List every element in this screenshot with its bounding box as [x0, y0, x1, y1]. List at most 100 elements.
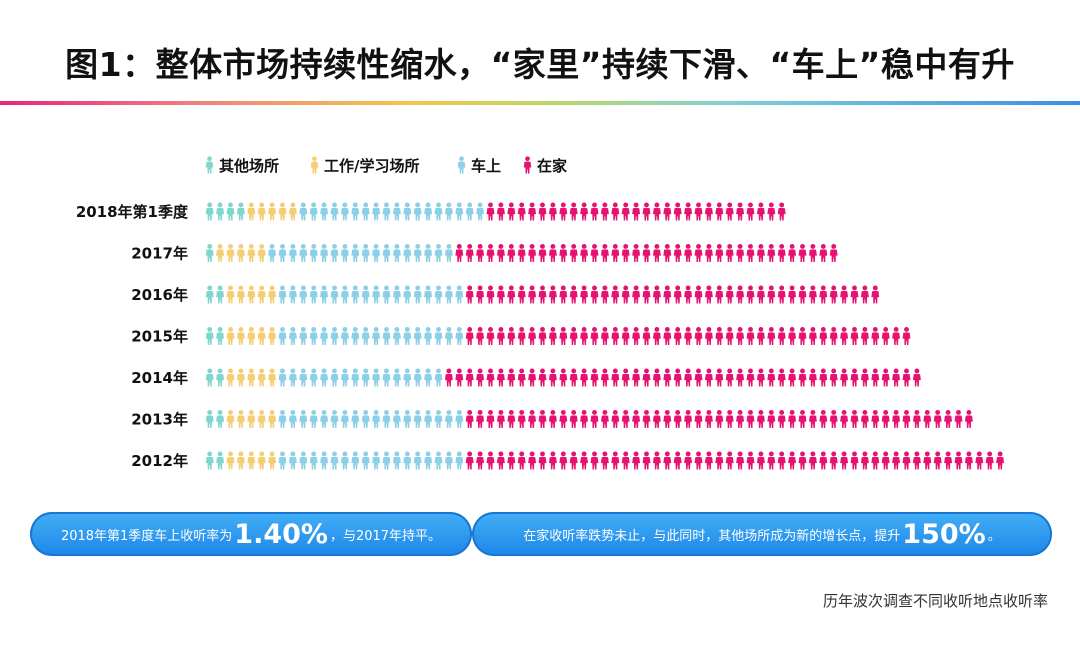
person-icon-home	[912, 409, 921, 429]
chart-rows: 2018年第1季度 2017年 2016年 2015年 2014年 2013年 2012年	[76, 202, 1005, 470]
person-icon-car	[372, 451, 381, 470]
person-icon-home	[496, 202, 505, 221]
person-icon-car	[424, 285, 433, 304]
person-icon-car	[320, 243, 329, 263]
person-icon-home	[507, 409, 516, 429]
person-icon-work	[247, 368, 256, 387]
person-icon-home	[819, 409, 828, 429]
person-icon-car	[340, 451, 349, 470]
person-icon-car	[278, 243, 287, 263]
person-icon-home	[746, 202, 755, 221]
person-icon-other	[236, 202, 245, 221]
person-icon-home	[767, 326, 776, 346]
person-icon-home	[652, 202, 661, 221]
person-icon-car	[351, 202, 360, 221]
person-icon-car	[299, 285, 308, 304]
person-icon-car	[330, 409, 339, 429]
person-icon-home	[590, 285, 599, 304]
person-icon-home	[840, 285, 849, 304]
person-icon-car	[424, 368, 433, 387]
person-icon-car	[392, 326, 401, 346]
person-icon-home	[621, 368, 630, 387]
callout-left-suffix: ，与2017年持平。	[329, 528, 442, 544]
person-icon-home	[611, 285, 620, 304]
person-icon-car	[424, 326, 433, 346]
person-icon-car	[382, 409, 391, 429]
person-icon-home	[694, 409, 703, 429]
person-icon-home	[996, 451, 1005, 470]
person-icon-home	[632, 409, 641, 429]
person-icon-home	[684, 409, 693, 429]
person-icon-home	[496, 285, 505, 304]
person-icon-home	[767, 285, 776, 304]
person-icon-other	[216, 326, 225, 346]
person-icon-home	[684, 368, 693, 387]
person-icon-home	[580, 243, 589, 263]
person-icon-home	[756, 243, 765, 263]
person-icon-home	[798, 409, 807, 429]
person-icon-car	[288, 285, 297, 304]
person-icon-home	[590, 243, 599, 263]
person-icon-home	[860, 368, 869, 387]
person-icon-home	[746, 326, 755, 346]
person-icon-car	[392, 285, 401, 304]
person-icon-car	[309, 368, 318, 387]
person-icon-home	[569, 451, 578, 470]
person-icon-car	[444, 285, 453, 304]
person-icon-other	[205, 326, 214, 346]
person-icon-car	[455, 409, 464, 429]
person-icon-home	[476, 451, 485, 470]
person-icon-work	[226, 326, 235, 346]
person-icon-car	[351, 409, 360, 429]
person-icon-car	[351, 285, 360, 304]
person-icon-home	[788, 285, 797, 304]
callout-left: 2018年第1季度车上收听率为 1.40% ，与2017年持平。	[30, 512, 472, 556]
person-icon-car	[403, 368, 412, 387]
person-icon-home	[528, 285, 537, 304]
person-icon-home	[923, 451, 932, 470]
person-icon-home	[777, 451, 786, 470]
person-icon-home	[902, 368, 911, 387]
legend: 其他场所 工作/学习场所 车上 在家	[205, 156, 567, 175]
person-icon-home	[746, 285, 755, 304]
person-icon-home	[548, 285, 557, 304]
person-icon-home	[517, 368, 526, 387]
person-icon-home	[694, 285, 703, 304]
person-icon-home	[611, 202, 620, 221]
person-icon-home	[673, 451, 682, 470]
person-icon-home	[788, 326, 797, 346]
person-icon-home	[944, 451, 953, 470]
person-icon-home	[808, 409, 817, 429]
person-icon-home	[725, 202, 734, 221]
person-icon-home	[486, 285, 495, 304]
year-label: 2014年	[131, 369, 188, 387]
person-icon-home	[725, 409, 734, 429]
person-icon-other	[216, 451, 225, 470]
person-icon-home	[715, 368, 724, 387]
person-icon-car	[330, 202, 339, 221]
person-icon-home	[725, 326, 734, 346]
person-icon-home	[715, 202, 724, 221]
person-icon-work	[257, 326, 266, 346]
person-icon-home	[548, 451, 557, 470]
chart-row: 2012年	[131, 451, 1005, 470]
person-icon-home	[496, 451, 505, 470]
person-icon-car	[403, 243, 412, 263]
person-icon-car	[299, 243, 308, 263]
person-icon-car	[403, 202, 412, 221]
chart-row: 2018年第1季度	[76, 202, 786, 221]
person-icon-home	[829, 326, 838, 346]
person-icon-home	[704, 451, 713, 470]
person-icon-home	[850, 409, 859, 429]
person-icon-home	[892, 409, 901, 429]
person-icon-car	[278, 451, 287, 470]
person-icon-car	[278, 368, 287, 387]
person-icon-home	[486, 451, 495, 470]
person-icon-car	[278, 409, 287, 429]
person-icon-home	[580, 368, 589, 387]
person-icon-car	[434, 285, 443, 304]
person-icon-home	[715, 285, 724, 304]
chart-row: 2014年	[131, 368, 921, 387]
person-icon-home	[684, 326, 693, 346]
person-icon-home	[892, 451, 901, 470]
